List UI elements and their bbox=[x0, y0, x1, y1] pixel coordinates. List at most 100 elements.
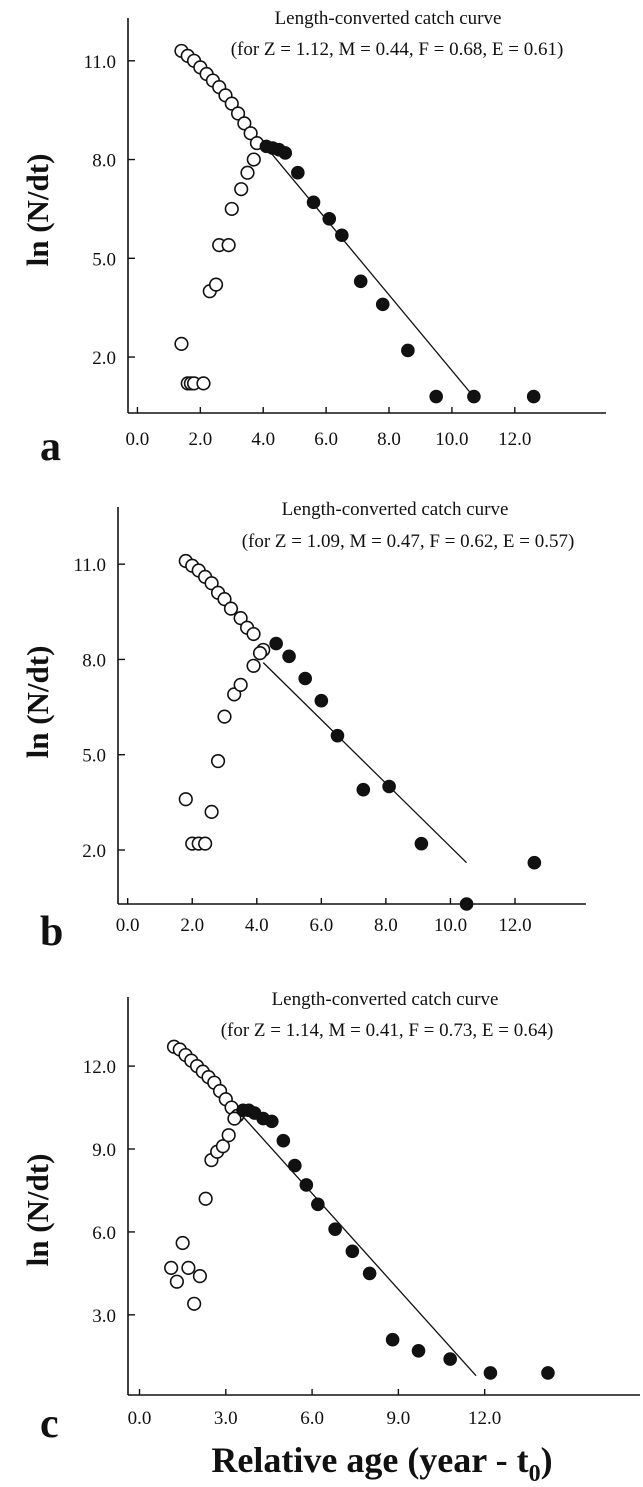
panel-b-filled-point bbox=[330, 728, 345, 743]
panel-c-y-tick-label: 9.0 bbox=[92, 1140, 116, 1161]
panel-a-y-tick-label: 11.0 bbox=[83, 52, 116, 73]
panel-b-open-point bbox=[252, 645, 268, 661]
panel-c-filled-point bbox=[385, 1332, 400, 1347]
panel-a-x-tick-label: 12.0 bbox=[498, 429, 531, 450]
panel-c-x-tick-label: 6.0 bbox=[300, 1408, 324, 1429]
panel-a-filled-point bbox=[335, 228, 349, 243]
panel-c-open-point bbox=[169, 1274, 184, 1289]
panel-a-open-point bbox=[224, 96, 239, 111]
panel-c-filled-point bbox=[288, 1158, 302, 1173]
panel-c-x-tick-label: 3.0 bbox=[214, 1408, 238, 1429]
panel-a-open-point bbox=[221, 238, 236, 253]
panel-b-filled-point bbox=[527, 855, 542, 870]
panel-a-open-point bbox=[174, 336, 189, 351]
panel-b-regression-line bbox=[262, 662, 468, 864]
panel-c-open-point bbox=[164, 1260, 179, 1275]
panel-b-open-point bbox=[233, 611, 248, 626]
panel-a-filled-point bbox=[526, 389, 541, 404]
panel-a-open-point bbox=[240, 165, 255, 180]
panel-c-x-tick-label: 12.0 bbox=[468, 1408, 501, 1429]
x-axis-label-suffix: ) bbox=[541, 1440, 553, 1480]
panel-b-y-tick-label: 8.0 bbox=[82, 650, 106, 671]
panel-c-y-axis-label: ln (N/dt) bbox=[20, 1154, 55, 1267]
panel-b-title: Length-converted catch curve bbox=[282, 499, 509, 520]
panel-b-x-tick-label: 8.0 bbox=[374, 915, 398, 936]
panel-a-open-point bbox=[234, 182, 249, 197]
panel-c-filled-point bbox=[345, 1244, 360, 1259]
panel-b-filled-point bbox=[298, 671, 313, 686]
panel-c-open-point bbox=[175, 1235, 190, 1251]
panel-b-open-point bbox=[223, 601, 239, 616]
panel-a-open-point bbox=[224, 201, 239, 217]
panel-a-filled-point bbox=[306, 195, 321, 210]
panel-a-filled-point bbox=[467, 389, 481, 404]
panel-a-x-tick-label: 10.0 bbox=[435, 429, 468, 450]
panel-b-y-axis-label: ln (N/dt) bbox=[20, 646, 55, 759]
panel-b-x-tick-label: 10.0 bbox=[434, 915, 467, 936]
panel-b-letter: b bbox=[40, 909, 63, 955]
panel-c-filled-point bbox=[299, 1178, 314, 1192]
panel-c-letter: c bbox=[40, 1401, 59, 1447]
x-axis-label-subscript: 0 bbox=[529, 1461, 541, 1487]
panel-a-open-point bbox=[196, 376, 211, 391]
panel-c-open-point bbox=[227, 1111, 242, 1126]
panel-c-filled-point bbox=[276, 1133, 291, 1148]
panel-a-x-tick-label: 8.0 bbox=[377, 429, 401, 450]
panel-c-title: Length-converted catch curve bbox=[272, 989, 499, 1010]
panel-b-x-tick-label: 12.0 bbox=[498, 915, 531, 936]
panel-c-regression-line bbox=[236, 1109, 477, 1377]
panel-c-open-point bbox=[181, 1260, 196, 1275]
panel-c-open-point bbox=[187, 1296, 202, 1311]
panel-c-filled-point bbox=[411, 1343, 426, 1358]
panel-a-filled-point bbox=[401, 343, 415, 358]
panel-b-filled-point bbox=[356, 782, 371, 797]
panel-a-regression-line bbox=[259, 139, 472, 394]
panel-b-open-point bbox=[198, 836, 213, 851]
panel-b-open-point bbox=[246, 626, 261, 642]
panel-a-y-tick-label: 8.0 bbox=[92, 151, 116, 172]
panel-b-filled-point bbox=[459, 897, 474, 911]
panel-c-open-point bbox=[198, 1191, 213, 1206]
panel-b-open-point bbox=[204, 576, 219, 591]
panel-a: Length-converted catch curve (for Z = 1.… bbox=[20, 8, 606, 470]
panel-a-open-point bbox=[237, 116, 252, 131]
panel-a-y-tick-label: 5.0 bbox=[92, 249, 116, 270]
panel-a-x-tick-label: 6.0 bbox=[314, 429, 338, 450]
panel-c-x-tick-label: 9.0 bbox=[387, 1408, 411, 1429]
panel-b-x-tick-label: 4.0 bbox=[245, 915, 269, 936]
panel-a-filled-point bbox=[375, 297, 390, 312]
panel-b-open-point bbox=[204, 804, 219, 819]
panel-a-filled-point bbox=[291, 165, 305, 180]
panel-b: Length-converted catch curve (for Z = 1.… bbox=[20, 499, 586, 955]
panel-c-filled-point bbox=[328, 1222, 342, 1236]
x-axis-label: Relative age (year - t0) bbox=[211, 1440, 552, 1487]
panel-b-filled-point bbox=[382, 779, 396, 794]
panel-a-open-point bbox=[208, 277, 224, 292]
panel-a-x-tick-label: 4.0 bbox=[251, 429, 275, 450]
panel-a-x-tick-label: 0.0 bbox=[126, 429, 150, 450]
panel-c-y-tick-label: 6.0 bbox=[92, 1223, 116, 1244]
panel-a-subtitle: (for Z = 1.12, M = 0.44, F = 0.68, E = 0… bbox=[231, 39, 564, 60]
panel-c-filled-point bbox=[265, 1114, 279, 1129]
panel-b-y-tick-label: 2.0 bbox=[82, 841, 106, 862]
panel-c-filled-point bbox=[541, 1366, 555, 1380]
panel-a-letter: a bbox=[40, 424, 61, 470]
panel-b-filled-point bbox=[414, 836, 429, 851]
panel-c-open-point bbox=[221, 1128, 236, 1143]
panel-b-filled-point bbox=[314, 693, 329, 708]
panel-c-filled-point bbox=[311, 1197, 325, 1212]
panel-a-title: Length-converted catch curve bbox=[275, 8, 502, 29]
x-axis-label-main: Relative age (year - t bbox=[211, 1440, 528, 1480]
panel-b-subtitle: (for Z = 1.09, M = 0.47, F = 0.62, E = 0… bbox=[242, 531, 575, 552]
panel-a-filled-point bbox=[278, 146, 293, 160]
panel-a-x-tick-label: 2.0 bbox=[188, 429, 212, 450]
panel-a-filled-point bbox=[429, 389, 443, 404]
panel-c-x-tick-label: 0.0 bbox=[128, 1408, 152, 1429]
panel-b-x-tick-label: 2.0 bbox=[180, 915, 204, 936]
panel-c: Length-converted catch curve (for Z = 1.… bbox=[20, 989, 640, 1447]
panel-b-filled-point bbox=[269, 636, 283, 651]
panel-a-y-axis-label: ln (N/dt) bbox=[20, 154, 55, 267]
panel-b-open-point bbox=[210, 753, 226, 769]
panel-c-filled-point bbox=[362, 1266, 377, 1281]
